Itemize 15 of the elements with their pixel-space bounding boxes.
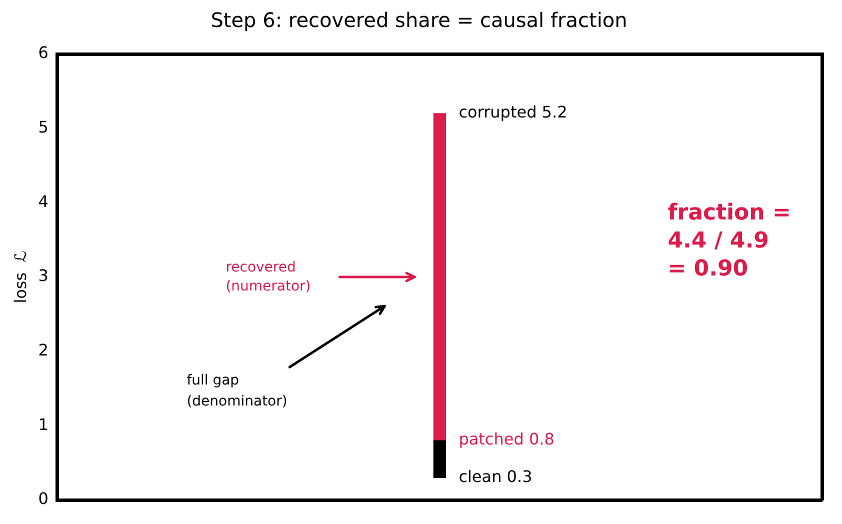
y-tick-label: 1 <box>38 414 48 434</box>
y-tick-label: 3 <box>38 266 48 286</box>
annotation: patched 0.8 <box>458 430 554 449</box>
y-tick-label: 0 <box>38 489 48 508</box>
y-tick-label: 2 <box>38 340 48 360</box>
annotation: clean 0.3 <box>458 466 532 486</box>
y-axis-title: loss ℒ <box>10 250 30 304</box>
y-tick-label: 5 <box>38 117 48 136</box>
annotation: corrupted 5.2 <box>458 102 568 122</box>
chart-title: Step 6: recovered share = causal fraction <box>210 8 628 32</box>
annotation: recovered (numerator) <box>226 260 311 295</box>
y-tick-label: 4 <box>38 192 48 211</box>
annotation: full gap (denominator) <box>186 372 288 410</box>
annotation: fraction = 4.4 / 4.9 = 0.90 <box>668 200 791 282</box>
y-tick-label: 6 <box>38 43 48 62</box>
